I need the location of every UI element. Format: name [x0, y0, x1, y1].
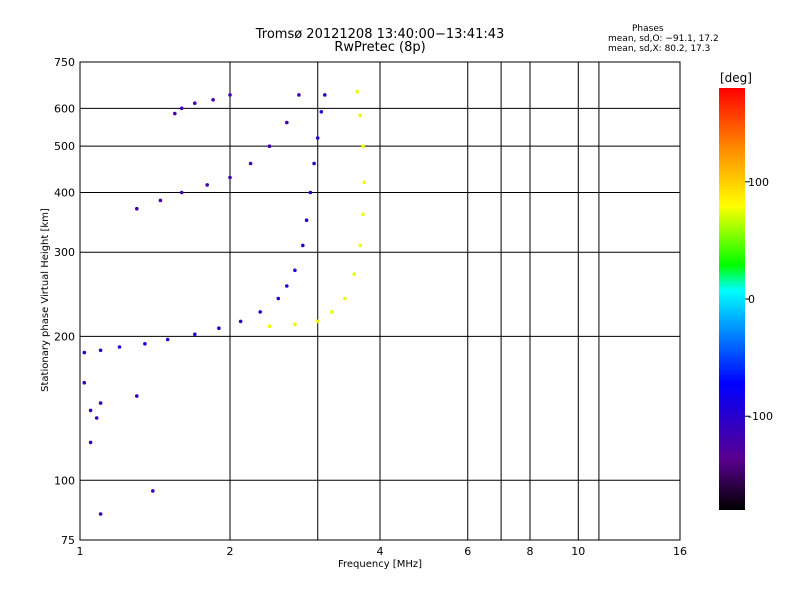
- colorbar-unit-label: [deg]: [720, 71, 752, 85]
- data-point: [361, 212, 365, 217]
- chart-title: Tromsø 20121208 13:40:00−13:41:43: [255, 27, 505, 42]
- y-tick-label: 75: [61, 534, 75, 547]
- data-point: [98, 512, 103, 516]
- data-point: [258, 310, 263, 314]
- x-tick-label: 1: [77, 545, 84, 558]
- data-point: [88, 408, 93, 413]
- data-point: [267, 324, 272, 329]
- data-point: [248, 161, 253, 166]
- colorbar-tick-label: 100: [748, 176, 769, 189]
- data-point: [193, 101, 197, 105]
- data-point: [319, 110, 324, 114]
- data-point: [193, 332, 197, 337]
- data-point: [343, 296, 347, 301]
- data-point: [117, 345, 122, 349]
- y-tick-label: 400: [54, 186, 75, 199]
- data-point: [211, 98, 215, 102]
- data-point: [143, 342, 147, 346]
- y-tick-label: 600: [54, 102, 75, 115]
- data-point: [285, 284, 289, 288]
- data-point: [205, 183, 209, 187]
- data-point: [297, 93, 301, 97]
- data-point: [217, 326, 221, 331]
- data-point: [304, 218, 309, 222]
- data-point: [98, 348, 103, 353]
- data-point: [228, 93, 232, 97]
- x-tick-label: 2: [227, 545, 234, 558]
- data-point: [98, 401, 103, 405]
- data-point: [276, 296, 281, 301]
- data-point: [88, 440, 93, 445]
- y-tick-label: 200: [54, 330, 75, 343]
- colorbar-ticks: 100 0 -100: [745, 176, 773, 423]
- data-points: [82, 89, 367, 516]
- data-point: [228, 175, 232, 180]
- data-point: [312, 161, 316, 166]
- data-point: [358, 113, 363, 118]
- data-point: [315, 136, 320, 140]
- x-tick-label: 8: [527, 545, 534, 558]
- data-point: [173, 111, 177, 116]
- colorbar-tick-label: 0: [748, 293, 755, 306]
- data-point: [82, 380, 87, 385]
- data-point: [355, 89, 360, 94]
- data-point: [158, 198, 163, 203]
- plot-frame: [79, 61, 681, 541]
- x-tick-label: 4: [377, 545, 384, 558]
- data-point: [179, 106, 184, 111]
- data-point: [362, 180, 367, 185]
- data-point: [94, 416, 99, 420]
- data-point: [323, 93, 327, 97]
- data-point: [267, 144, 272, 148]
- data-point: [285, 120, 289, 125]
- y-tick-label: 100: [54, 474, 75, 487]
- phases-x-mean: mean, sd,X: 80.2, 17.3: [608, 44, 711, 54]
- data-point: [82, 350, 87, 355]
- y-tick-label: 500: [54, 140, 75, 153]
- data-point: [329, 310, 334, 314]
- phases-heading: Phases: [632, 24, 664, 34]
- colorbar: [719, 88, 745, 510]
- data-point: [301, 243, 305, 248]
- grid: [80, 62, 680, 540]
- data-point: [165, 337, 170, 342]
- x-tick-label: 10: [571, 545, 585, 558]
- data-point: [151, 489, 155, 493]
- colorbar-tick-label: -100: [748, 410, 773, 423]
- data-point: [135, 206, 139, 211]
- data-point: [308, 190, 313, 195]
- x-tick-label: 6: [464, 545, 471, 558]
- y-tick-label: 750: [54, 56, 75, 69]
- tick-labels: 1 2 4 6 8 10 16 75 100 200 300 400 500 600 750: [54, 56, 687, 558]
- x-axis-label: Frequency [MHz]: [337, 559, 423, 570]
- data-point: [361, 144, 365, 148]
- data-point: [179, 190, 184, 195]
- data-point: [358, 243, 363, 248]
- data-point: [293, 322, 297, 327]
- phases-o-mean: mean, sd,O: −91.1, 17.2: [608, 34, 719, 44]
- data-point: [352, 272, 357, 276]
- data-point: [135, 394, 139, 398]
- data-point: [293, 268, 297, 273]
- data-point: [238, 319, 243, 324]
- x-tick-label: 16: [673, 545, 687, 558]
- data-point: [315, 319, 320, 324]
- chart-subtitle: RwPretec (8p): [334, 40, 426, 55]
- y-tick-label: 300: [54, 246, 75, 259]
